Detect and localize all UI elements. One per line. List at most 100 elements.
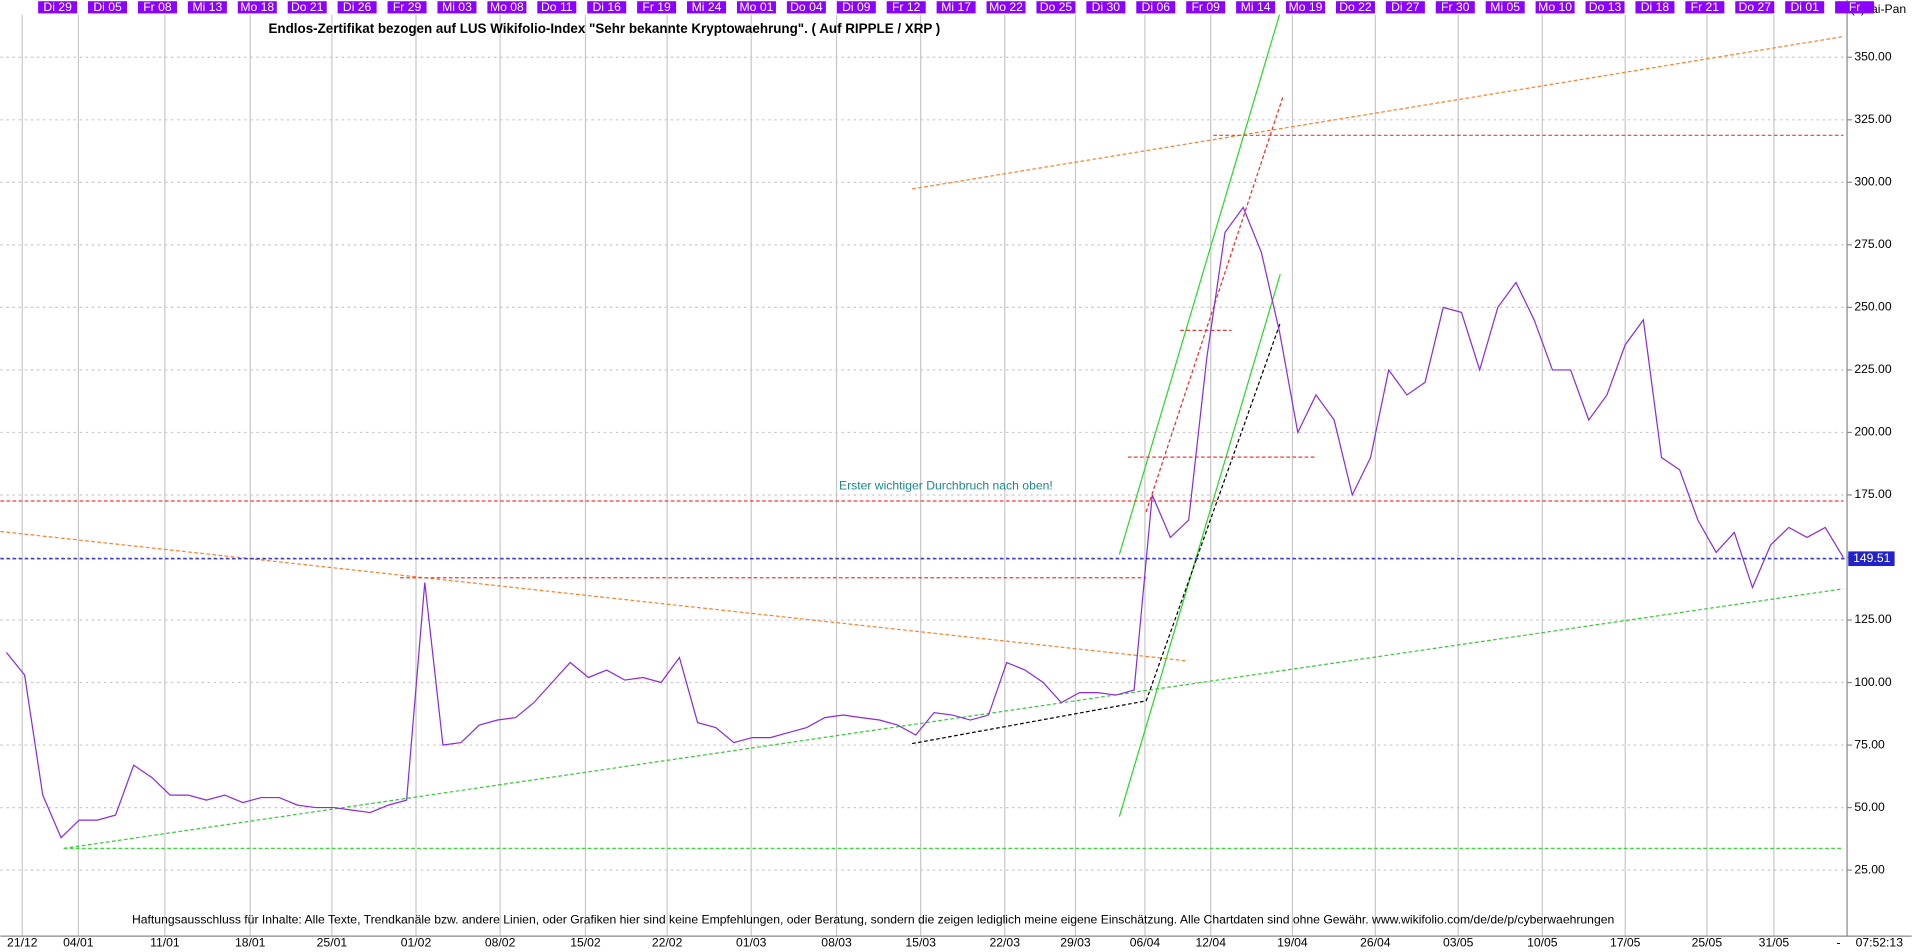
top-date-label: Mo 01 [740, 0, 774, 14]
top-date-box [38, 1, 78, 14]
top-date-box [786, 1, 826, 14]
top-date-box [1685, 1, 1725, 14]
channel-line [1118, 12, 1281, 555]
top-date-box [936, 1, 976, 14]
top-date-label: Di 05 [93, 0, 122, 14]
top-date-box [1136, 1, 1176, 14]
top-date-box [487, 1, 527, 14]
top-date-box [187, 1, 227, 14]
x-tick-label: 29/03 [1060, 936, 1091, 950]
x-tick-label: 08/02 [485, 936, 516, 950]
x-tick-label: 26/04 [1360, 936, 1391, 950]
channel-line [1118, 274, 1281, 817]
x-tick-label: 17/05 [1610, 936, 1641, 950]
top-date-label: Mi 05 [1490, 0, 1520, 14]
x-tick-label: 01/03 [736, 936, 767, 950]
top-date-label: Do 21 [291, 0, 324, 14]
top-date-box [1236, 1, 1276, 14]
top-date-box [1036, 1, 1076, 14]
top-date-label: Di 09 [842, 0, 871, 14]
top-date-box [1835, 1, 1875, 14]
y-tick-label: 25.00 [1854, 862, 1885, 876]
top-date-box [1435, 1, 1475, 14]
top-date-label: Mo 19 [1289, 0, 1323, 14]
top-date-box [237, 1, 277, 14]
x-tick-label: 06/04 [1130, 936, 1161, 950]
top-date-box [437, 1, 477, 14]
top-date-label: Do 11 [541, 0, 573, 14]
y-tick-label: 175.00 [1854, 487, 1891, 501]
x-tick-label: 15/02 [570, 936, 601, 950]
top-date-box [537, 1, 577, 14]
top-date-box [88, 1, 128, 14]
top-date-box [687, 1, 727, 14]
x-tick-label: 15/03 [905, 936, 936, 950]
top-date-label: Di 29 [43, 0, 72, 14]
trend-lines [0, 12, 1844, 849]
top-date-box [1535, 1, 1575, 14]
x-tick-label: 31/05 [1759, 936, 1790, 950]
top-date-box [736, 1, 776, 14]
x-tick-label: 08/03 [821, 936, 852, 950]
chart-title: Endlos-Zertifikat bezogen auf LUS Wikifo… [269, 21, 941, 36]
x-tick-label: 03/05 [1443, 936, 1474, 950]
y-tick-label: 100.00 [1854, 675, 1891, 689]
top-date-label: Fr 30 [1441, 0, 1470, 14]
y-tick-label: 300.00 [1854, 175, 1891, 189]
x-tick-label: 11/01 [150, 936, 180, 950]
trend-line [0, 530, 1186, 662]
x-tick-label: 01/02 [401, 936, 432, 950]
top-date-label: Do 27 [1739, 0, 1772, 14]
top-date-box [287, 1, 327, 14]
last-price-box [1848, 551, 1895, 567]
top-date-label: Fr [1849, 0, 1860, 14]
trend-line [912, 700, 1147, 745]
x-tick-label: 04/01 [63, 936, 94, 950]
top-date-box [1335, 1, 1375, 14]
top-date-box [1286, 1, 1326, 14]
top-date-box [1385, 1, 1425, 14]
top-date-box [1735, 1, 1775, 14]
top-date-label: Mi 24 [692, 0, 722, 14]
top-date-box [886, 1, 926, 14]
y-tick-label: 275.00 [1854, 237, 1891, 251]
y-tick-label: 325.00 [1854, 112, 1891, 126]
x-tick-label: 21/12 [7, 936, 38, 950]
top-date-label: Fr 29 [393, 0, 422, 14]
top-date-box [1635, 1, 1675, 14]
top-date-label: Di 01 [1790, 0, 1819, 14]
x-tick-label: 18/01 [235, 936, 266, 950]
y-tick-label: 50.00 [1854, 800, 1885, 814]
y-tick-label: 225.00 [1854, 362, 1891, 376]
y-tick-label: 125.00 [1854, 612, 1891, 626]
top-date-box [986, 1, 1026, 14]
top-date-label: Mo 10 [1538, 0, 1572, 14]
x-tick-label: 22/03 [990, 936, 1021, 950]
time: 07:52:13 [1856, 936, 1904, 950]
top-date-label: Do 25 [1040, 0, 1073, 14]
top-date-box [1785, 1, 1825, 14]
x-tick-label: 25/01 [317, 936, 348, 950]
top-date-label: Do 13 [1589, 0, 1622, 14]
grid [0, 14, 1848, 937]
trend-line [912, 35, 1844, 190]
top-date-label: Fr 19 [642, 0, 671, 14]
top-date-label: Fr 21 [1691, 0, 1720, 14]
top-date-box [1086, 1, 1126, 14]
top-date-label: Fr 12 [892, 0, 921, 14]
top-date-label: Mi 17 [941, 0, 971, 14]
top-date-label: Mo 08 [490, 0, 524, 14]
top-date-label: Di 30 [1092, 0, 1121, 14]
top-date-box [387, 1, 427, 14]
trend-line [63, 588, 1844, 849]
top-date-box [1485, 1, 1525, 14]
top-date-label: Mo 18 [240, 0, 274, 14]
y-tick-label: 250.00 [1854, 300, 1891, 314]
top-date-label: Mi 14 [1241, 0, 1271, 14]
x-tick-label: 22/02 [652, 936, 683, 950]
top-date-label: Di 18 [1641, 0, 1670, 14]
top-date-box [587, 1, 627, 14]
top-date-box [1585, 1, 1625, 14]
x-tick-label: 10/05 [1527, 936, 1558, 950]
